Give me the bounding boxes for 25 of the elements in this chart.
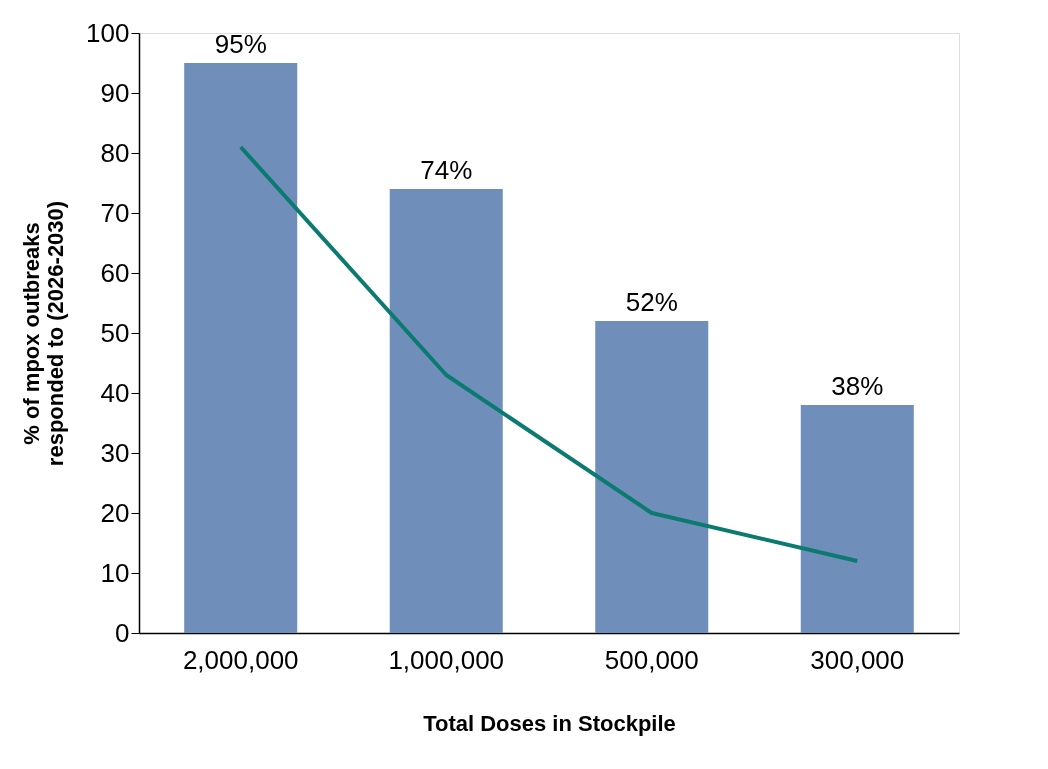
data-label: 74% bbox=[420, 155, 473, 185]
y-tick-label: 30 bbox=[100, 437, 130, 468]
y-tick-label: 20 bbox=[100, 497, 130, 528]
x-tick-label: 2,000,000 bbox=[182, 644, 299, 675]
data-label: 95% bbox=[214, 29, 267, 59]
data-label: 38% bbox=[831, 371, 884, 401]
bar bbox=[595, 321, 709, 633]
x-tick-label: 500,000 bbox=[604, 644, 699, 675]
y-tick-label: 80 bbox=[100, 137, 130, 168]
x-axis-title: Total Doses in Stockpile bbox=[423, 710, 676, 736]
y-tick-label: 70 bbox=[100, 197, 130, 228]
data-label: 52% bbox=[625, 287, 678, 317]
bar bbox=[800, 405, 914, 633]
x-tick-label: 1,000,000 bbox=[388, 644, 505, 675]
y-axis-title: % of mpox outbreaks responded to (2026-2030) bbox=[19, 200, 69, 467]
y-tick-label: 90 bbox=[100, 77, 130, 108]
y-tick-label: 50 bbox=[100, 317, 130, 348]
y-tick-label: 10 bbox=[100, 557, 130, 588]
y-tick-label: 40 bbox=[100, 377, 130, 408]
y-tick-label: 60 bbox=[100, 257, 130, 288]
bar bbox=[184, 63, 298, 633]
y-tick-label: 0 bbox=[115, 617, 130, 648]
x-tick-label: 300,000 bbox=[810, 644, 905, 675]
y-tick-label: 100 bbox=[86, 17, 130, 48]
bar bbox=[389, 189, 503, 633]
